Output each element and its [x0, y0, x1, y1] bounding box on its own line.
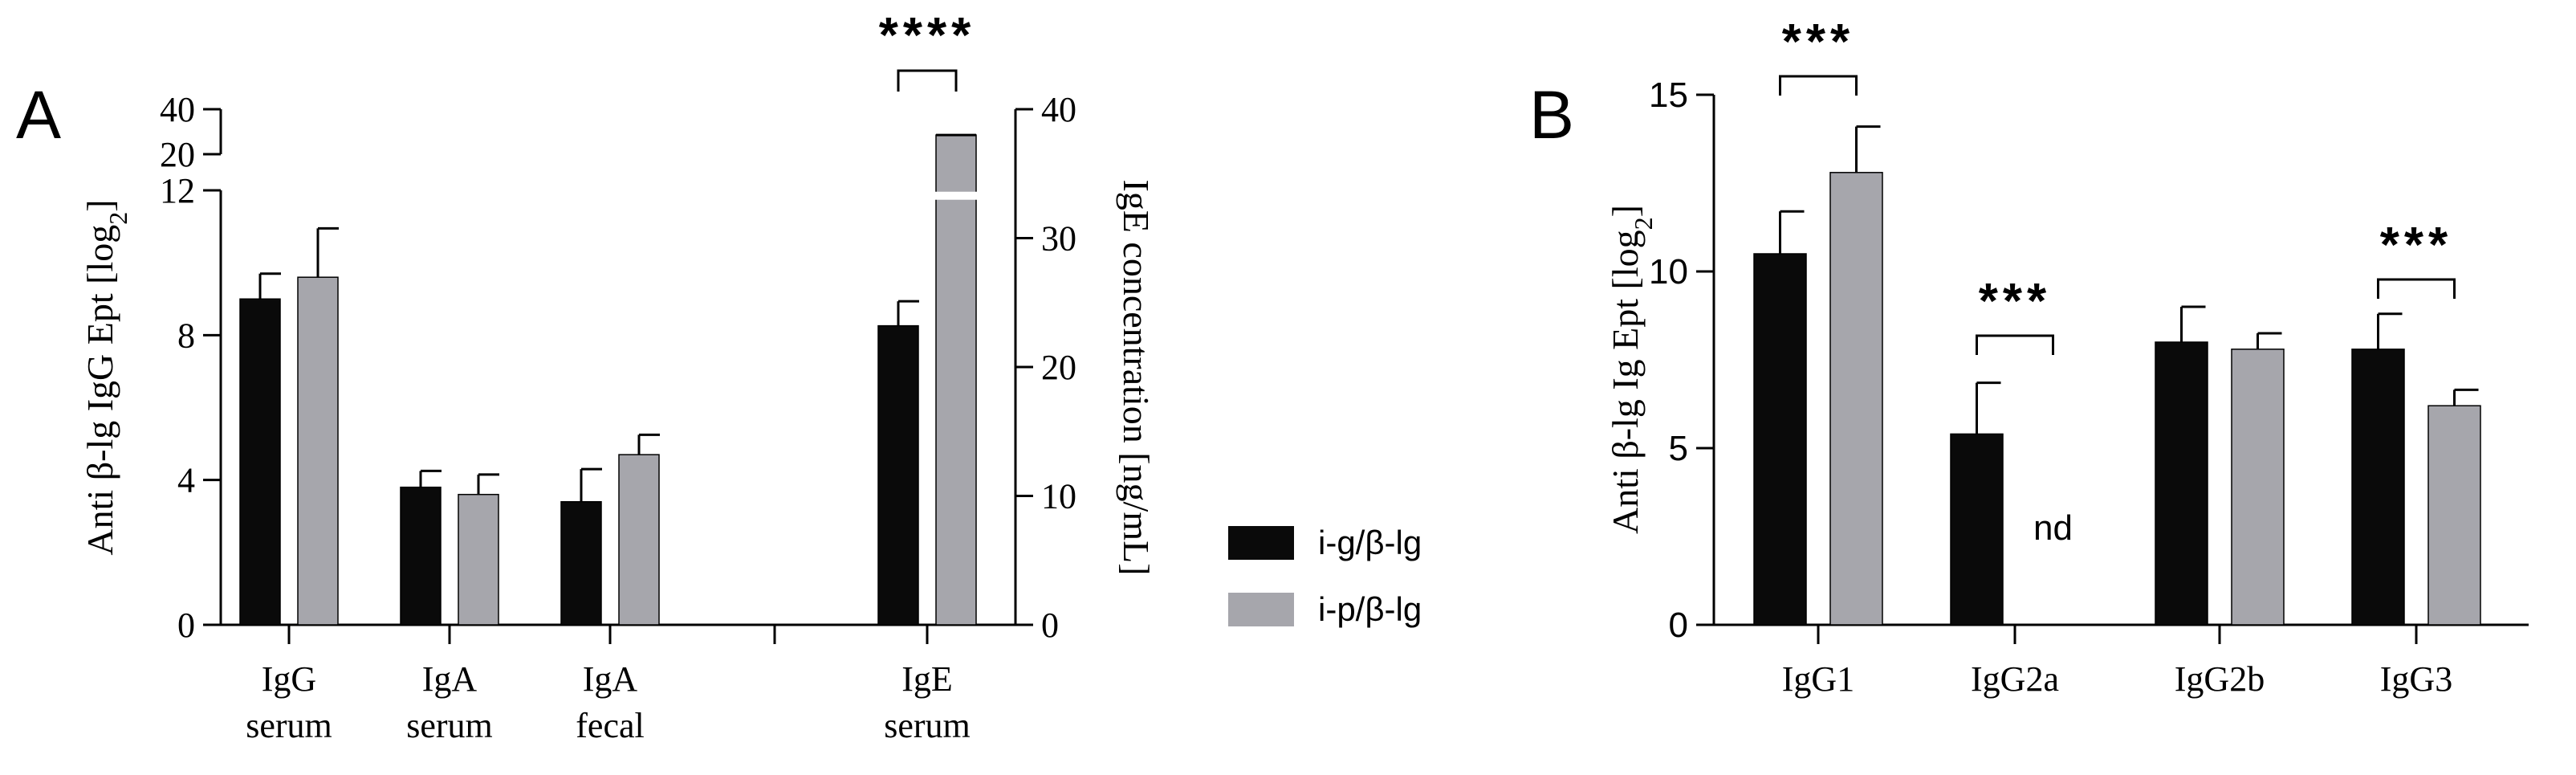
y-axis-tick-label: 10: [1649, 252, 1688, 292]
category-label-line2: serum: [884, 706, 971, 745]
legend-swatch-series-2: [1228, 593, 1294, 626]
panel-a-category-labels: IgG serum IgA serum IgA fecal IgE serum: [246, 659, 971, 745]
category-label-line2: serum: [246, 706, 332, 745]
category-label-line1: IgE: [901, 659, 953, 699]
y-axis-label-subscript: 2: [1629, 217, 1658, 230]
y-axis-tick-label: 0: [1669, 606, 1688, 645]
panel-b-y-axis-label: Anti β-lg Ig Ept [log2]: [1605, 205, 1658, 534]
left-axis-tick-label: 8: [177, 316, 195, 355]
category-label-line1: IgA: [422, 659, 478, 699]
panel-a-y-axis-label-left: Anti β-lg IgG Ept [log2]: [79, 199, 132, 555]
panel-a-significance: ****: [879, 8, 976, 92]
panel-a-x-axis: [221, 623, 1015, 644]
category-label: IgG3: [2380, 659, 2452, 699]
y-axis-label-left-subscript: 2: [104, 212, 132, 225]
bar-iga-fecal-series-1: [560, 500, 602, 626]
left-axis-tick-label: 40: [160, 90, 195, 129]
panel-a-y-axis-label-right: IgE concentration [ng/mL]: [1116, 179, 1157, 575]
panel-b-letter: B: [1529, 77, 1574, 153]
left-axis-tick-label: 20: [160, 135, 195, 174]
bar-igg-serum-series-2: [297, 276, 339, 626]
category-label: IgG2a: [1971, 659, 2059, 699]
category-label-line2: serum: [406, 706, 493, 745]
significance-bracket: [2377, 278, 2456, 299]
significance-stars: ***: [1782, 14, 1854, 70]
y-axis-label-left-bracket: ]: [79, 199, 120, 211]
panel-b-category-labels: IgG1 IgG2a IgG2b IgG3: [1782, 659, 2452, 699]
legend-label-series-1: i-g/β-lg: [1318, 524, 1422, 561]
y-axis-tick-label: 15: [1649, 75, 1688, 115]
right-axis-tick-label: 10: [1041, 477, 1076, 516]
significance-bracket: [897, 69, 958, 92]
bar-igg2a-series-1: [1950, 433, 2004, 626]
right-axis-tick-label: 0: [1041, 606, 1059, 645]
bar-igg3-series-1: [2351, 349, 2405, 626]
y-axis-label-text: Anti β-lg Ig Ept [log: [1605, 230, 1646, 534]
panel-a-bars: [239, 133, 978, 626]
y-axis-tick-label: 5: [1669, 429, 1688, 468]
left-axis-tick-label: 4: [177, 461, 195, 500]
category-label-line2: fecal: [576, 706, 644, 745]
bar-igg2b-series-1: [2155, 341, 2208, 626]
y-axis-label-left-text: Anti β-lg IgG Ept [log: [79, 225, 120, 556]
bar-ige-serum-series-2: [935, 134, 977, 626]
left-axis-tick-label: 0: [177, 606, 195, 645]
bar-igg3-series-2: [2427, 405, 2481, 626]
significance-stars: ****: [879, 8, 976, 63]
significance-bracket: [1976, 334, 2054, 355]
panel-a-right-axis: 0 10 20 30 40: [1014, 90, 1076, 645]
panel-b-significance: *** *** *** nd: [1779, 14, 2456, 548]
panel-b-bars: [1753, 125, 2481, 626]
bar-igg2b-series-2: [2231, 349, 2285, 626]
right-axis-tick-label: 20: [1041, 348, 1076, 387]
bar-iga-fecal-series-2: [618, 454, 660, 626]
y-axis-label-bracket: ]: [1605, 205, 1646, 217]
bar-iga-serum-series-1: [400, 486, 442, 626]
panel-a-letter: A: [16, 77, 61, 153]
panel-a: A Anti β-lg IgG Ept [log2] IgE concentra…: [16, 8, 1157, 745]
bar-igg1-series-1: [1753, 253, 1807, 626]
bar-iga-serum-series-2: [458, 493, 499, 626]
significance-bracket: [1779, 75, 1858, 96]
category-label: IgG2b: [2175, 659, 2265, 699]
legend: i-g/β-lg i-p/β-lg: [1228, 524, 1422, 628]
bar-igg1-series-2: [1829, 172, 1883, 626]
category-label-line1: IgA: [583, 659, 638, 699]
right-axis-tick-label: 40: [1041, 90, 1076, 129]
not-detected-label: nd: [2033, 508, 2073, 548]
significance-stars: ***: [1979, 274, 2051, 329]
category-label-line1: IgG: [262, 659, 316, 699]
significance-stars: ***: [2380, 218, 2452, 273]
legend-label-series-2: i-p/β-lg: [1318, 590, 1422, 628]
bar-ige-serum-series-1: [877, 324, 919, 626]
right-axis-tick-label: 30: [1041, 219, 1076, 259]
bar-igg-serum-series-1: [239, 298, 281, 626]
category-label: IgG1: [1782, 659, 1854, 699]
left-axis-tick-label: 12: [160, 171, 195, 210]
legend-swatch-series-1: [1228, 526, 1294, 560]
bar-break-gap: [934, 191, 978, 200]
